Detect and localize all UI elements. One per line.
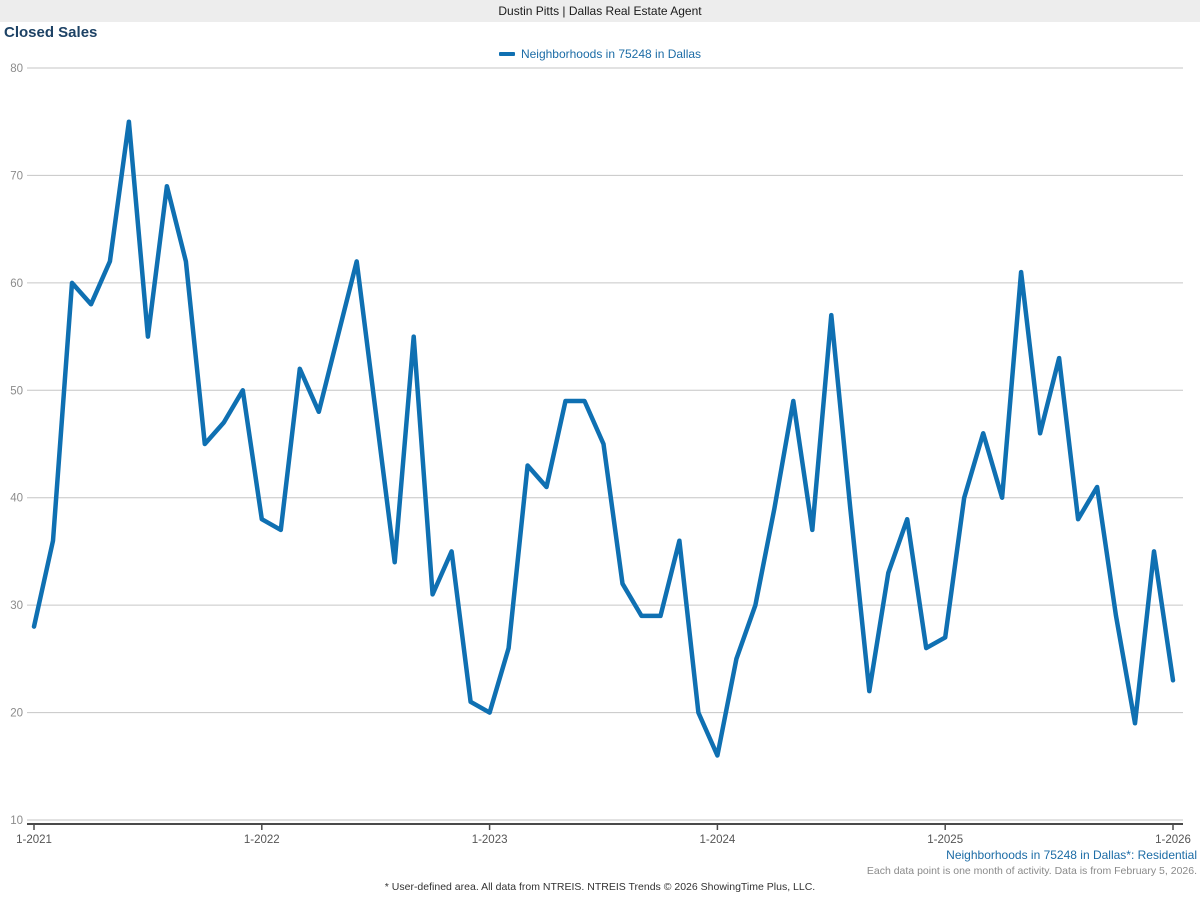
y-tick-label: 10 — [10, 815, 23, 827]
site-title: Dustin Pitts | Dallas Real Estate Agent — [498, 4, 702, 18]
y-tick-label: 20 — [10, 708, 23, 720]
closed-sales-line — [31, 119, 1176, 758]
chart-legend: Neighborhoods in 75248 in Dallas — [0, 47, 1200, 61]
y-tick-label: 30 — [10, 600, 23, 612]
top-header-bar: Dustin Pitts | Dallas Real Estate Agent — [0, 0, 1200, 22]
y-tick-label: 40 — [10, 493, 23, 505]
x-tick-label: 1-2021 — [16, 834, 52, 846]
y-tick-label: 80 — [10, 63, 23, 75]
legend-line-icon — [498, 52, 515, 56]
y-tick-label: 60 — [10, 278, 23, 290]
footer-series-note: Neighborhoods in 75248 in Dallas*: Resid… — [946, 848, 1197, 862]
footer-disclaimer: * User-defined area. All data from NTREI… — [384, 881, 816, 893]
y-tick-label: 50 — [10, 385, 23, 397]
x-tick-label: 1-2024 — [699, 834, 735, 846]
chart-title: Closed Sales — [4, 24, 98, 41]
y-tick-label: 70 — [10, 170, 23, 182]
footer-data-note: Each data point is one month of activity… — [866, 865, 1197, 877]
x-tick-label: 1-2026 — [1155, 834, 1191, 846]
x-tick-label: 1-2023 — [472, 834, 508, 846]
x-tick-label: 1-2025 — [927, 834, 963, 846]
x-tick-label: 1-2022 — [244, 834, 280, 846]
legend-label: Neighborhoods in 75248 in Dallas — [520, 47, 702, 61]
